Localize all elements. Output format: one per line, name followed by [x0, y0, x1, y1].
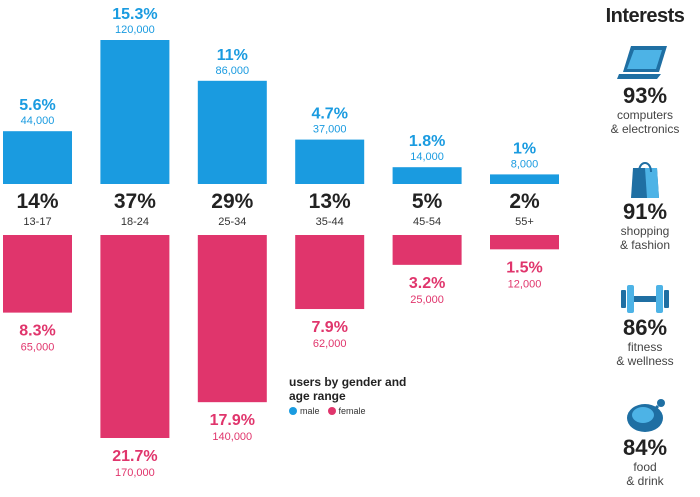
female-bar-25-34	[197, 235, 267, 403]
legend-item-male: male	[289, 406, 320, 416]
interest-percent: 91%	[622, 199, 668, 224]
male-percent-label: 5.6%	[19, 97, 55, 114]
male-bar-13-17	[3, 131, 72, 184]
female-bar-45-54	[392, 235, 462, 265]
female-percent-label: 21.7%	[112, 448, 157, 465]
interest-label: shopping	[620, 224, 670, 238]
age-total-label: 2%	[509, 190, 540, 213]
female-count-label: 170,000	[115, 467, 155, 479]
age-gender-chart: 5.6%44,000 14% 13-17 8.3% 65,000 15.3%120,000…	[3, 6, 559, 479]
female-count-label: 140,000	[212, 431, 252, 443]
interests-title: Interests	[605, 5, 685, 27]
male-bar-18-24	[100, 40, 170, 184]
interest-percent: 93%	[622, 83, 668, 108]
male-count-label: 44,000	[21, 115, 55, 127]
interest-label: & electronics	[610, 122, 680, 136]
male-dot-icon	[289, 407, 297, 415]
legend-male-label: male	[300, 406, 320, 416]
male-percent-label: 11%	[217, 47, 248, 64]
male-percent-label: 1.8%	[409, 133, 445, 150]
female-percent-label: 1.5%	[506, 259, 542, 276]
legend: users by gender and age range male femal…	[289, 375, 409, 416]
age-range-label: 55+	[515, 216, 534, 228]
interest-percent: 86%	[622, 315, 668, 340]
female-count-label: 65,000	[21, 342, 55, 354]
male-count-label: 37,000	[313, 124, 347, 136]
interest-fitness: 86% fitness & wellness	[590, 282, 700, 368]
interest-label: & drink	[626, 474, 664, 488]
female-dot-icon	[327, 407, 336, 415]
dumbbell-icon	[621, 285, 669, 313]
food-icon	[627, 399, 665, 432]
male-percent-label: 15.3%	[112, 6, 157, 23]
age-total-label: 14%	[16, 190, 58, 213]
age-range-label: 45-54	[413, 216, 441, 228]
female-bar-18-24	[100, 235, 170, 438]
age-total-label: 13%	[309, 190, 351, 213]
male-bar-35-44	[295, 139, 365, 184]
male-bar-25-34	[197, 80, 267, 184]
female-count-label: 25,000	[410, 294, 444, 306]
male-count-label: 8,000	[511, 158, 539, 170]
interest-shopping: 91% shopping & fashion	[590, 158, 700, 252]
male-bar-55+	[490, 174, 559, 184]
interest-percent: 84%	[622, 435, 668, 460]
male-percent-label: 4.7%	[311, 106, 347, 123]
interest-label: & wellness	[616, 354, 674, 368]
age-total-label: 29%	[211, 190, 253, 213]
female-count-label: 62,000	[313, 338, 347, 350]
male-percent-label: 1%	[513, 140, 536, 157]
female-percent-label: 7.9%	[311, 319, 347, 336]
male-count-label: 120,000	[115, 24, 155, 36]
female-bar-35-44	[295, 235, 365, 310]
female-percent-label: 17.9%	[210, 412, 255, 429]
legend-items: male female	[289, 406, 409, 416]
interest-label: fitness	[627, 340, 663, 354]
female-bar-13-17	[3, 235, 72, 313]
female-percent-label: 3.2%	[409, 275, 445, 292]
interest-label: food	[633, 460, 657, 474]
interest-food: 84% food & drink	[590, 394, 700, 488]
male-count-label: 86,000	[215, 65, 249, 77]
interest-computers: 93% computers & electronics	[590, 42, 700, 136]
interest-label: computers	[616, 108, 674, 122]
legend-title: users by gender and age range	[289, 375, 407, 403]
shopping-bag-icon	[631, 162, 659, 198]
female-count-label: 12,000	[508, 278, 542, 290]
age-range-label: 18-24	[121, 216, 149, 228]
female-percent-label: 8.3%	[19, 323, 55, 340]
age-range-label: 13-17	[23, 216, 51, 228]
male-bar-45-54	[392, 167, 462, 184]
legend-item-female: female	[327, 406, 366, 416]
age-total-label: 37%	[114, 190, 156, 213]
laptop-icon	[617, 46, 667, 79]
interests-panel: Interests 93% computers & electronics 91…	[590, 0, 700, 497]
male-count-label: 14,000	[410, 151, 444, 163]
female-bar-55+	[490, 235, 559, 250]
age-range-label: 25-34	[218, 216, 246, 228]
age-total-label: 5%	[412, 190, 443, 213]
interest-label: & fashion	[619, 238, 671, 252]
age-range-label: 35-44	[316, 216, 344, 228]
legend-female-label: female	[338, 406, 366, 416]
